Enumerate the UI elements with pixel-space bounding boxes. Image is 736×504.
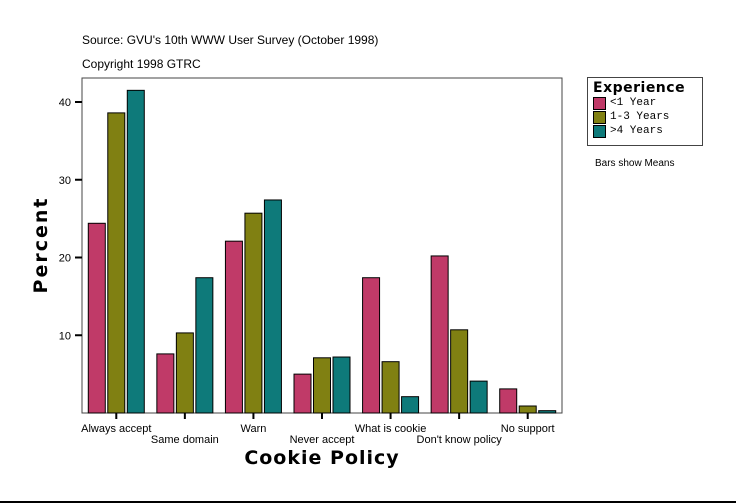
legend-item: <1 Year [593, 96, 702, 110]
bar [499, 388, 518, 414]
x-tick-label: Same domain [151, 434, 219, 446]
bar [381, 361, 400, 414]
legend-title: Experience [593, 80, 686, 96]
bar [313, 357, 331, 414]
bar [175, 332, 194, 414]
bar [538, 410, 557, 414]
bar [430, 255, 449, 414]
bar [244, 212, 263, 414]
y-tick-label: 40 [59, 97, 71, 109]
bar [107, 112, 126, 414]
bar [156, 353, 175, 414]
bar [401, 396, 420, 414]
bar [293, 373, 312, 414]
y-tick-label: 30 [59, 175, 71, 187]
legend: Experience <1 Year 1-3 Years >4 Years [587, 77, 703, 146]
x-tick-label: No support [501, 423, 555, 435]
y-tick-label: 10 [59, 330, 71, 342]
x-tick-label: Warn [240, 423, 266, 435]
bar [126, 89, 145, 414]
legend-swatch [593, 96, 606, 110]
x-axis-label: Cookie Policy [244, 447, 399, 469]
x-tick-label: Never accept [290, 434, 355, 446]
bars-note: Bars show Means [595, 158, 675, 169]
y-axis-label: Percent [30, 197, 52, 294]
bar [450, 329, 469, 414]
bar [87, 222, 106, 414]
y-tick-label: 20 [59, 253, 71, 265]
legend-item: >4 Years [593, 124, 702, 138]
x-tick-label: What is cookie [355, 423, 427, 435]
legend-label: >4 Years [610, 125, 663, 137]
divider [0, 501, 736, 503]
x-tick-label: Always accept [81, 423, 151, 435]
bar [469, 380, 488, 414]
copyright-text: Copyright 1998 GTRC [82, 57, 201, 71]
bar [332, 356, 351, 414]
legend-label: <1 Year [610, 97, 657, 109]
bar [263, 199, 282, 414]
bar [518, 405, 537, 414]
legend-swatch [593, 124, 606, 138]
legend-swatch [593, 110, 606, 124]
bar [224, 240, 243, 414]
bar [195, 277, 214, 414]
bar [362, 277, 381, 414]
legend-label: 1-3 Years [610, 111, 670, 123]
source-text: Source: GVU's 10th WWW User Survey (Octo… [82, 33, 379, 47]
x-tick-label: Don't know policy [417, 434, 503, 446]
legend-item: 1-3 Years [593, 110, 702, 124]
